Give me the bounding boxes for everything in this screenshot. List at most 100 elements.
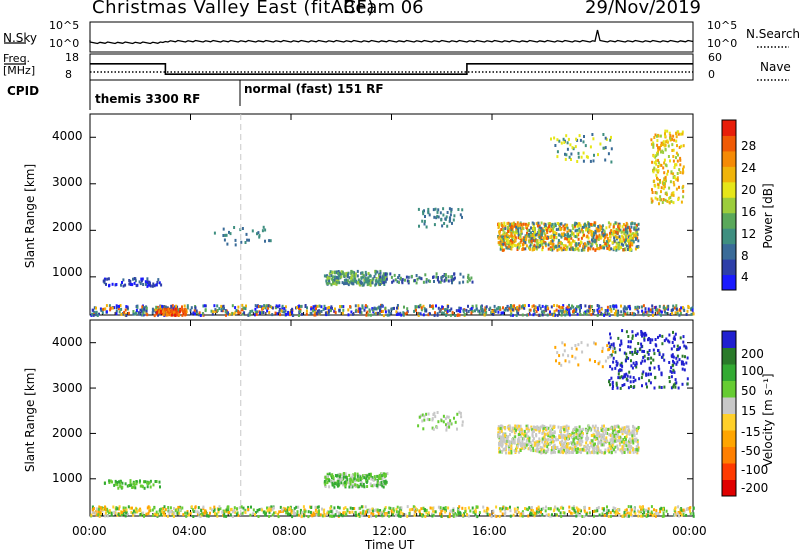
echo-cell [619, 443, 621, 447]
echo-cell [680, 513, 683, 517]
echo-cell [637, 227, 640, 231]
echo-cell [545, 428, 547, 431]
echo-cell [197, 511, 200, 515]
echo-cell [446, 211, 449, 214]
echo-cell [652, 154, 655, 158]
echo-cell [459, 310, 462, 313]
echo-cell [575, 244, 578, 248]
echo-cell [585, 312, 588, 316]
echo-cell [348, 280, 351, 284]
echo-cell [611, 382, 614, 386]
echo-cell [549, 248, 552, 251]
echo-cell [544, 233, 547, 237]
echo-cell [655, 154, 658, 157]
echo-cell [91, 511, 94, 515]
echo-cell [594, 438, 597, 441]
echo-cell [671, 353, 674, 357]
echo-cell [620, 361, 623, 365]
echo-cell [459, 213, 462, 217]
echo-cell [352, 312, 354, 316]
echo-cell [530, 425, 533, 429]
echo-cell [162, 513, 165, 517]
echo-cell [159, 485, 161, 489]
echo-cell [622, 248, 625, 252]
echo-cell [533, 428, 536, 432]
echo-cell [586, 234, 589, 238]
echo-cell [659, 180, 661, 184]
power-colorbar-segment [722, 166, 736, 183]
echo-cell [632, 450, 635, 454]
echo-cell [585, 244, 588, 248]
echo-cell [222, 304, 225, 308]
echo-cell [619, 228, 622, 232]
echo-cell [504, 307, 507, 310]
echo-cell [625, 444, 628, 448]
echo-cell [577, 435, 580, 439]
echo-cell [567, 137, 570, 141]
echo-cell [333, 514, 336, 518]
echo-cell [669, 136, 671, 140]
echo-cell [202, 304, 205, 308]
echo-cell [126, 306, 129, 310]
echo-cell [378, 312, 381, 316]
echo-cell [681, 354, 684, 358]
echo-cell [532, 425, 535, 429]
echo-cell [599, 226, 602, 230]
echo-cell [538, 313, 541, 317]
echo-cell [433, 215, 436, 219]
echo-cell [571, 447, 574, 451]
echo-cell [502, 232, 505, 236]
echo-cell [499, 448, 501, 452]
echo-cell [546, 449, 549, 453]
echo-cell [633, 233, 636, 237]
echo-cell [540, 228, 543, 232]
echo-cell [526, 229, 529, 233]
echo-cell [337, 271, 340, 275]
echo-cell [384, 513, 387, 517]
echo-cell [528, 312, 531, 316]
echo-cell [207, 514, 210, 518]
echo-cell [570, 230, 573, 234]
echo-cell [630, 247, 633, 251]
echo-cell [304, 305, 307, 308]
echo-cell [376, 508, 379, 512]
power-colorbar-segment [722, 150, 736, 167]
echo-cell [587, 246, 590, 250]
echo-cell [615, 245, 618, 249]
echo-cell [132, 277, 134, 281]
echo-cell [390, 509, 393, 513]
echo-cell [664, 177, 667, 181]
velocity-colorbar-segment [722, 430, 736, 447]
echo-cell [605, 427, 608, 431]
echo-cell [146, 313, 149, 317]
power-echo-g [550, 133, 613, 164]
echo-cell [574, 445, 577, 449]
echo-cell [636, 305, 639, 309]
echo-cell [540, 240, 543, 244]
echo-cell [368, 279, 371, 282]
echo-cell [568, 237, 570, 241]
velocity-colorbar-segment [722, 463, 736, 480]
echo-cell [578, 306, 581, 310]
echo-cell [135, 312, 138, 315]
echo-cell [624, 247, 627, 251]
echo-cell [135, 309, 138, 312]
echo-cell [601, 230, 604, 234]
echo-cell [163, 310, 166, 314]
echo-cell [547, 434, 550, 438]
echo-cell [686, 377, 689, 381]
echo-cell [580, 450, 582, 454]
echo-cell [547, 442, 550, 446]
echo-cell [356, 274, 359, 278]
echo-cell [636, 439, 639, 443]
echo-cell [606, 511, 608, 515]
echo-cell [404, 278, 406, 282]
echo-cell [287, 512, 289, 516]
echo-cell [331, 512, 334, 515]
echo-cell [189, 308, 192, 312]
echo-cell [432, 275, 434, 279]
echo-cell [595, 227, 598, 231]
echo-cell [303, 514, 305, 518]
echo-cell [672, 193, 675, 197]
echo-cell [532, 509, 534, 513]
